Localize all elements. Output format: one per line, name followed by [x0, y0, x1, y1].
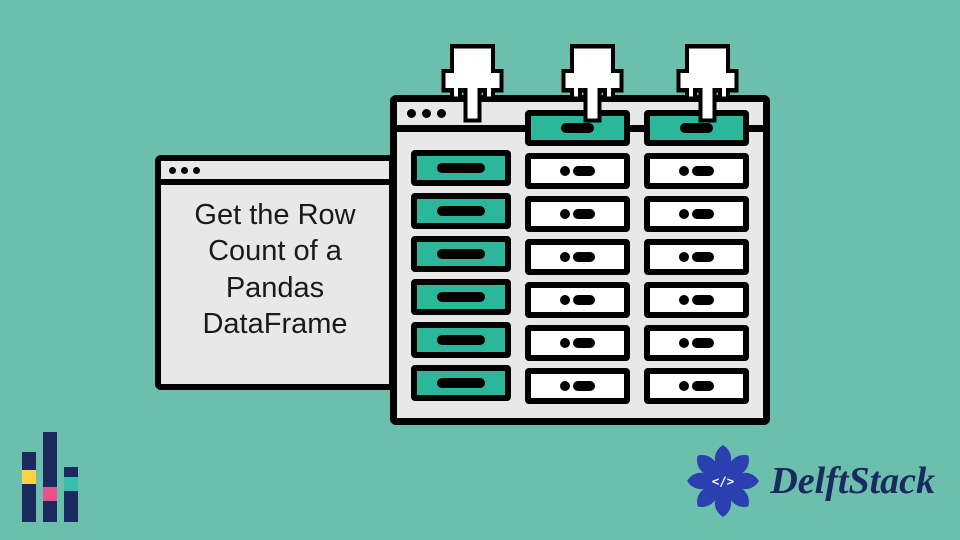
window-dot-icon: [181, 167, 188, 174]
data-column: [525, 110, 630, 404]
data-cell: [644, 153, 749, 189]
index-cell: [411, 150, 511, 186]
title-text: Get the Row Count of a Pandas DataFrame: [161, 185, 389, 354]
data-grid: [411, 150, 749, 404]
data-cell: [525, 282, 630, 318]
data-cell: [644, 239, 749, 275]
delftstack-logo: </> DelftStack: [684, 442, 935, 520]
mandala-icon: </>: [684, 442, 762, 520]
data-cell: [525, 325, 630, 361]
data-cell: [644, 282, 749, 318]
data-column: [644, 110, 749, 404]
code-glyph: </>: [712, 474, 735, 489]
index-cell: [411, 193, 511, 229]
window-dot-icon: [169, 167, 176, 174]
bars-logo-icon: [22, 432, 78, 522]
data-cell: [644, 196, 749, 232]
data-cell: [525, 368, 630, 404]
pointing-hand-icon: [550, 38, 635, 148]
logo-bar: [64, 467, 78, 522]
logo-bar: [22, 452, 36, 522]
delftstack-text: DelftStack: [770, 459, 935, 503]
title-window-titlebar: [161, 161, 389, 185]
index-cell: [411, 322, 511, 358]
index-cell: [411, 365, 511, 401]
window-dot-icon: [407, 109, 416, 118]
data-cell: [644, 325, 749, 361]
pointing-hand-icon: [665, 38, 750, 148]
data-cell: [525, 196, 630, 232]
window-dot-icon: [193, 167, 200, 174]
data-cell: [644, 368, 749, 404]
index-cell: [411, 236, 511, 272]
title-window: Get the Row Count of a Pandas DataFrame: [155, 155, 395, 390]
pointing-hand-icon: [430, 38, 515, 148]
index-column: [411, 150, 511, 404]
data-cell: [525, 239, 630, 275]
data-cell: [525, 153, 630, 189]
index-cell: [411, 279, 511, 315]
logo-bar: [43, 432, 57, 522]
